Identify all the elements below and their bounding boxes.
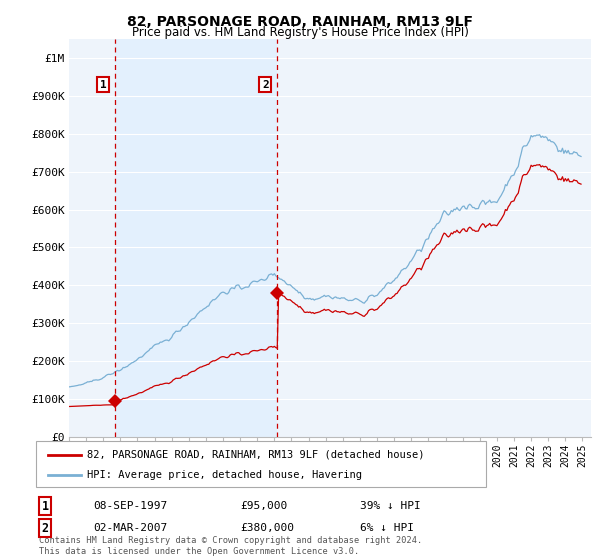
Text: Price paid vs. HM Land Registry's House Price Index (HPI): Price paid vs. HM Land Registry's House … [131,26,469,39]
Text: 08-SEP-1997: 08-SEP-1997 [93,501,167,511]
Text: 39% ↓ HPI: 39% ↓ HPI [360,501,421,511]
Text: 1: 1 [41,500,49,513]
Text: 82, PARSONAGE ROAD, RAINHAM, RM13 9LF: 82, PARSONAGE ROAD, RAINHAM, RM13 9LF [127,15,473,29]
Text: 1: 1 [100,80,106,90]
Text: HPI: Average price, detached house, Havering: HPI: Average price, detached house, Have… [87,470,362,480]
Text: £380,000: £380,000 [240,523,294,533]
Text: 2: 2 [262,80,269,90]
Text: 02-MAR-2007: 02-MAR-2007 [93,523,167,533]
Text: 82, PARSONAGE ROAD, RAINHAM, RM13 9LF (detached house): 82, PARSONAGE ROAD, RAINHAM, RM13 9LF (d… [87,450,425,460]
Text: £95,000: £95,000 [240,501,287,511]
Text: 2: 2 [41,521,49,535]
Bar [115,39,277,437]
Text: 6% ↓ HPI: 6% ↓ HPI [360,523,414,533]
Text: Contains HM Land Registry data © Crown copyright and database right 2024.
This d: Contains HM Land Registry data © Crown c… [39,536,422,556]
